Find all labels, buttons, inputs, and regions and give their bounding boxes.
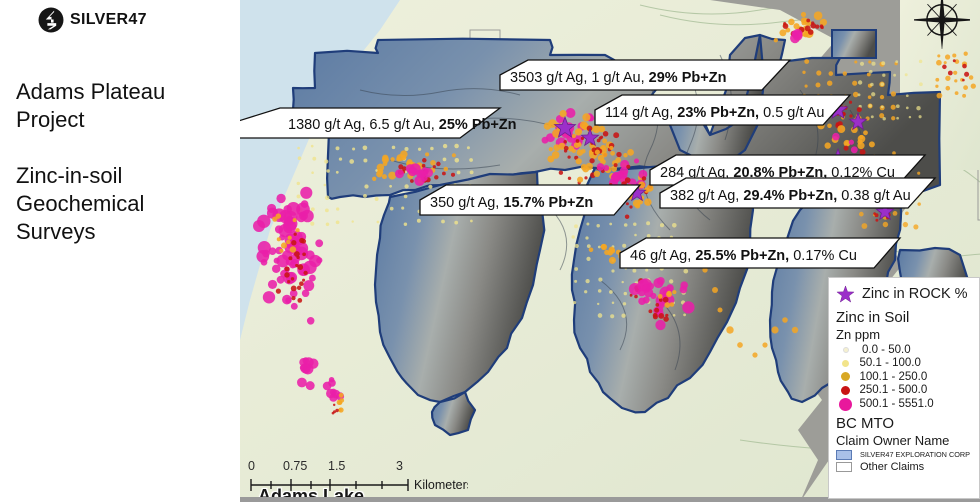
svg-text:Kilometers: Kilometers [414, 478, 468, 492]
svg-text:1380 g/t Ag, 6.5 g/t Au, 25% P: 1380 g/t Ag, 6.5 g/t Au, 25% Pb+Zn [288, 117, 517, 133]
svg-text:3: 3 [396, 459, 403, 473]
svg-text:1.5: 1.5 [328, 459, 345, 473]
svg-text:382 g/t Ag, 29.4% Pb+Zn, 0.38: 382 g/t Ag, 29.4% Pb+Zn, 0.38 g/t Au [670, 188, 911, 204]
svg-text:0.75: 0.75 [283, 459, 307, 473]
svg-text:0: 0 [248, 459, 255, 473]
svg-text:114 g/t Ag, 23% Pb+Zn, 0.5 g/: 114 g/t Ag, 23% Pb+Zn, 0.5 g/t Au [605, 105, 824, 121]
svg-text:350 g/t Ag, 15.7% Pb+Zn: 350 g/t Ag, 15.7% Pb+Zn [430, 195, 593, 211]
svg-text:3503 g/t Ag, 1 g/t Au, 29% Pb+: 3503 g/t Ag, 1 g/t Au, 29% Pb+Zn [510, 70, 726, 86]
svg-text:46 g/t Ag, 25.5% Pb+Zn, 0.17%: 46 g/t Ag, 25.5% Pb+Zn, 0.17% Cu [630, 248, 857, 264]
